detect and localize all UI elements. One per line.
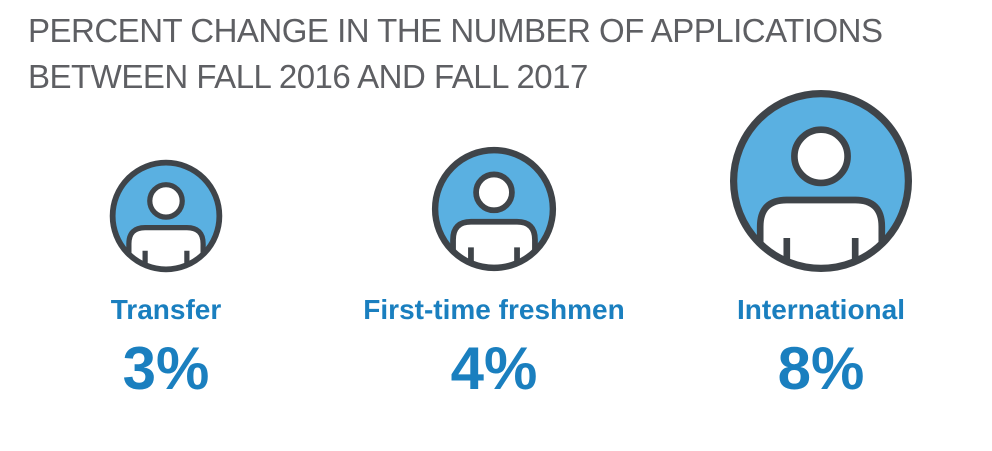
group-percent: 3% <box>122 335 210 402</box>
group-label: Transfer <box>110 294 222 325</box>
group-transfer: Transfer 3% <box>6 0 326 451</box>
group-percent: 8% <box>777 335 865 402</box>
person-icon <box>430 145 558 273</box>
page-title: PERCENT CHANGE IN THE NUMBER OF APPLICAT… <box>28 8 883 100</box>
group-first-time-freshmen: First-time freshmen 4% <box>334 0 654 451</box>
title-line-2: BETWEEN FALL 2016 AND FALL 2017 <box>28 58 588 95</box>
group-international: International 8% <box>661 0 981 451</box>
person-icon <box>726 86 916 276</box>
group-percent: 4% <box>450 335 538 402</box>
person-icon <box>108 158 224 274</box>
title-line-1: PERCENT CHANGE IN THE NUMBER OF APPLICAT… <box>28 12 883 49</box>
group-label: First-time freshmen <box>363 294 625 325</box>
group-label: International <box>736 294 905 325</box>
